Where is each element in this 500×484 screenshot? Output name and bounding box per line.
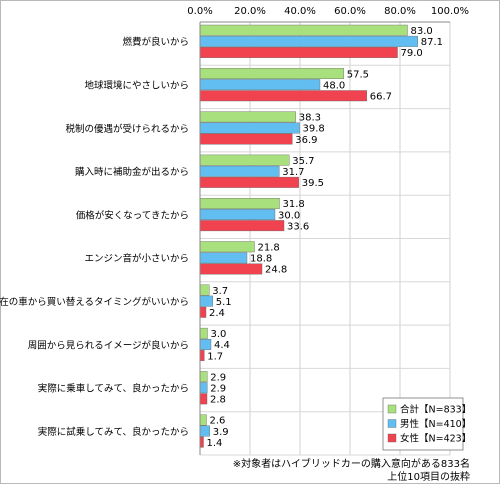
footnote: ※対象者はハイブリッドカーの購入意向がある833名 bbox=[233, 457, 470, 470]
bar-value-label: 2.4 bbox=[209, 308, 225, 319]
bar bbox=[199, 263, 263, 275]
category-label: 実際に乗車してみて、良かったから bbox=[38, 383, 189, 395]
bar bbox=[199, 339, 212, 350]
bar-value-label: 87.1 bbox=[421, 37, 443, 48]
bar bbox=[199, 154, 290, 166]
legend-label: 男性【N=410】 bbox=[400, 418, 471, 430]
legend-label: 合計【N=833】 bbox=[400, 404, 471, 416]
bar-value-label: 18.8 bbox=[250, 254, 272, 265]
bar bbox=[199, 209, 276, 221]
category-label: 実際に試乗してみて、良かったから bbox=[38, 426, 189, 438]
bar-value-label: 57.5 bbox=[347, 69, 369, 80]
x-tick-label: 40.0% bbox=[284, 6, 316, 17]
bar-value-label: 2.9 bbox=[210, 384, 226, 395]
bar-value-label: 35.7 bbox=[292, 156, 314, 167]
bar-value-label: 83.0 bbox=[411, 26, 433, 37]
bar-value-label: 48.0 bbox=[323, 80, 345, 91]
bar bbox=[199, 382, 208, 394]
bar bbox=[199, 79, 321, 91]
bar bbox=[199, 111, 296, 123]
bar-value-label: 5.1 bbox=[216, 297, 232, 308]
bar-value-label: 21.8 bbox=[258, 243, 280, 254]
bar-value-label: 39.8 bbox=[303, 124, 325, 135]
bar bbox=[199, 68, 344, 80]
bar bbox=[199, 306, 207, 318]
bar-value-label: 3.0 bbox=[211, 329, 227, 340]
bar bbox=[199, 425, 210, 437]
category-label: 燃費が良いから bbox=[122, 36, 189, 48]
category-label: 現在の車から買い替えるタイミングがいいから bbox=[0, 296, 189, 308]
legend-swatch bbox=[387, 419, 397, 428]
legend-swatch bbox=[387, 404, 397, 414]
x-tick-label: 80.0% bbox=[384, 6, 416, 17]
bar bbox=[199, 133, 293, 145]
bar-value-label: 31.8 bbox=[283, 199, 305, 210]
category-label: 購入時に補助金が出るから bbox=[75, 166, 189, 178]
bar-value-label: 33.6 bbox=[287, 221, 309, 232]
footnote: 上位10項目の抜粋 bbox=[387, 470, 470, 483]
bar-value-label: 3.9 bbox=[213, 427, 229, 438]
legend-swatch bbox=[387, 433, 397, 443]
bar-value-label: 1.7 bbox=[207, 351, 223, 362]
bar bbox=[199, 371, 208, 383]
category-label: 地球環境にやさしいから bbox=[84, 79, 189, 91]
bar-value-label: 4.4 bbox=[214, 340, 230, 351]
bar bbox=[199, 176, 299, 188]
bar bbox=[199, 284, 210, 296]
bar-value-label: 24.8 bbox=[265, 265, 287, 276]
bar bbox=[199, 197, 280, 209]
bar bbox=[199, 241, 255, 253]
legend-box bbox=[382, 397, 464, 451]
bar bbox=[199, 47, 398, 58]
bar-value-label: 30.0 bbox=[278, 210, 300, 221]
x-tick-label: 100.0% bbox=[431, 6, 469, 17]
bar bbox=[199, 35, 418, 47]
bar bbox=[199, 24, 408, 36]
bar bbox=[199, 414, 207, 426]
bar bbox=[199, 220, 285, 232]
category-label: エンジン音が小さいから bbox=[84, 253, 189, 265]
bar-value-label: 2.6 bbox=[210, 416, 226, 427]
category-label: 周囲から見られるイメージが良いから bbox=[28, 339, 189, 351]
bar-value-label: 79.0 bbox=[401, 48, 423, 59]
bar bbox=[199, 165, 280, 177]
bar-value-label: 66.7 bbox=[370, 92, 392, 103]
bar bbox=[199, 327, 208, 339]
bar-value-label: 2.9 bbox=[210, 372, 226, 383]
bar bbox=[199, 90, 367, 102]
bar bbox=[199, 393, 208, 405]
bar bbox=[199, 350, 205, 361]
bar-value-label: 39.5 bbox=[302, 178, 324, 189]
legend-label: 女性【N=423】 bbox=[400, 433, 471, 445]
x-tick-label: 20.0% bbox=[234, 6, 266, 17]
bar-value-label: 31.7 bbox=[282, 167, 304, 178]
x-tick-label: 60.0% bbox=[334, 6, 366, 17]
bar-value-label: 2.8 bbox=[210, 395, 226, 406]
bar-value-label: 1.4 bbox=[207, 438, 223, 449]
bar bbox=[199, 436, 204, 448]
bar-value-label: 3.7 bbox=[212, 286, 228, 297]
category-label: 価格が安くなってきたから bbox=[76, 209, 189, 221]
bar bbox=[199, 252, 248, 264]
bar bbox=[199, 295, 213, 307]
bar-value-label: 38.3 bbox=[299, 113, 321, 124]
bar-value-label: 36.9 bbox=[295, 135, 317, 146]
category-label: 税制の優遇が受けられるから bbox=[65, 123, 189, 135]
bar bbox=[199, 122, 300, 134]
x-tick-label: 0.0% bbox=[187, 6, 212, 17]
